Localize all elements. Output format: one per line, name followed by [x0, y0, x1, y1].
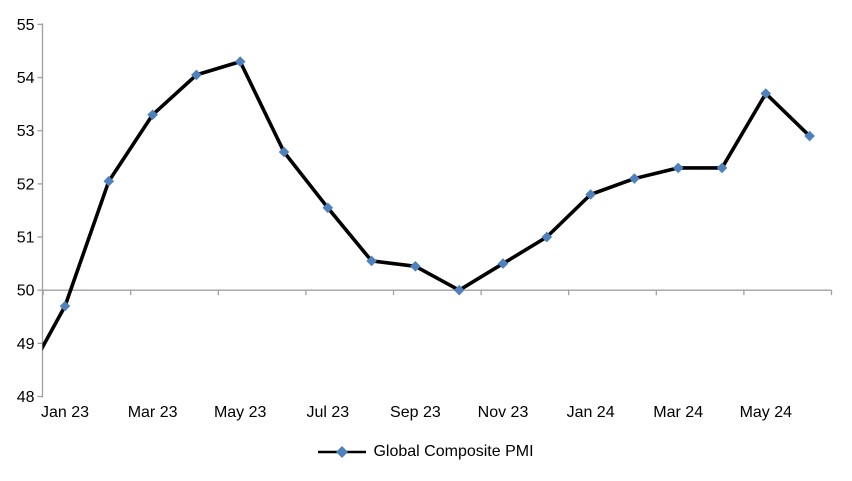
pmi-line-plot: 48 49 50 51 52 53 54 55 Jan 23 Mar 23 May 23 Jul 23…	[17, 17, 833, 421]
data-point-marker	[191, 69, 202, 81]
x-axis: Jan 23 Mar 23 May 23 Jul 23 Sep 23 Nov 23 Jan …	[41, 289, 833, 421]
legend-line-marker-icon	[318, 446, 367, 458]
data-point-marker	[629, 173, 640, 184]
y-axis-tick-label: 48	[17, 389, 35, 406]
pmi-series-line	[42, 59, 811, 351]
y-axis-tick-label: 55	[17, 17, 35, 34]
data-point-marker	[59, 300, 71, 312]
data-point-marker	[278, 146, 290, 158]
data-point-marker	[366, 255, 377, 267]
x-axis-tick-label: Mar 23	[128, 404, 178, 421]
data-point-marker	[760, 88, 772, 99]
x-axis-tick-label: Sep 23	[390, 404, 441, 421]
data-point-marker	[410, 260, 421, 272]
x-axis-tick-label: May 24	[740, 404, 793, 421]
y-axis-tick-label: 52	[17, 176, 35, 193]
series-markers	[59, 56, 815, 312]
data-point-marker	[585, 189, 596, 200]
y-axis-tick-label: 51	[17, 230, 35, 247]
legend-series-label: Global Composite PMI	[373, 443, 534, 460]
y-axis-tick-label: 50	[17, 283, 35, 300]
data-point-marker	[672, 162, 684, 174]
data-point-marker	[497, 258, 509, 269]
x-axis-tick-label: Jan 24	[567, 404, 615, 421]
y-axis: 48 49 50 51 52 53 54 55	[17, 17, 44, 406]
x-axis-tick-label: Jul 23	[306, 404, 349, 421]
data-point-marker	[103, 175, 115, 187]
x-axis-tick-label: Nov 23	[478, 404, 529, 421]
x-axis-tick-label: Jan 23	[41, 404, 89, 421]
y-axis-tick-label: 49	[17, 336, 35, 353]
data-point-marker	[147, 109, 158, 121]
chart-legend: Global Composite PMI	[0, 439, 852, 465]
x-axis-tick-label: Mar 24	[653, 404, 703, 421]
y-axis-tick-label: 54	[17, 70, 35, 87]
data-point-marker	[541, 231, 553, 243]
data-point-marker	[804, 130, 815, 142]
x-axis-tick-label: May 23	[214, 404, 267, 421]
data-point-marker	[234, 56, 246, 67]
data-point-marker	[716, 162, 728, 174]
y-axis-tick-label: 53	[17, 123, 35, 140]
data-point-marker	[453, 284, 465, 296]
data-point-marker	[322, 202, 334, 214]
